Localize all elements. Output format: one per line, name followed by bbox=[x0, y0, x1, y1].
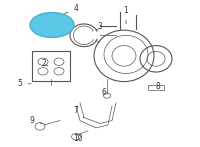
Text: 3: 3 bbox=[92, 22, 102, 31]
Text: 6: 6 bbox=[102, 85, 106, 97]
Text: 1: 1 bbox=[124, 6, 128, 24]
Ellipse shape bbox=[30, 12, 74, 37]
Text: 4: 4 bbox=[65, 4, 78, 14]
Text: 10: 10 bbox=[73, 134, 83, 143]
Text: 9: 9 bbox=[30, 116, 42, 125]
Text: 2: 2 bbox=[42, 59, 48, 68]
Bar bbox=[148, 85, 164, 90]
Text: 7: 7 bbox=[74, 106, 84, 118]
Text: 8: 8 bbox=[150, 82, 160, 91]
Text: 5: 5 bbox=[18, 79, 31, 88]
